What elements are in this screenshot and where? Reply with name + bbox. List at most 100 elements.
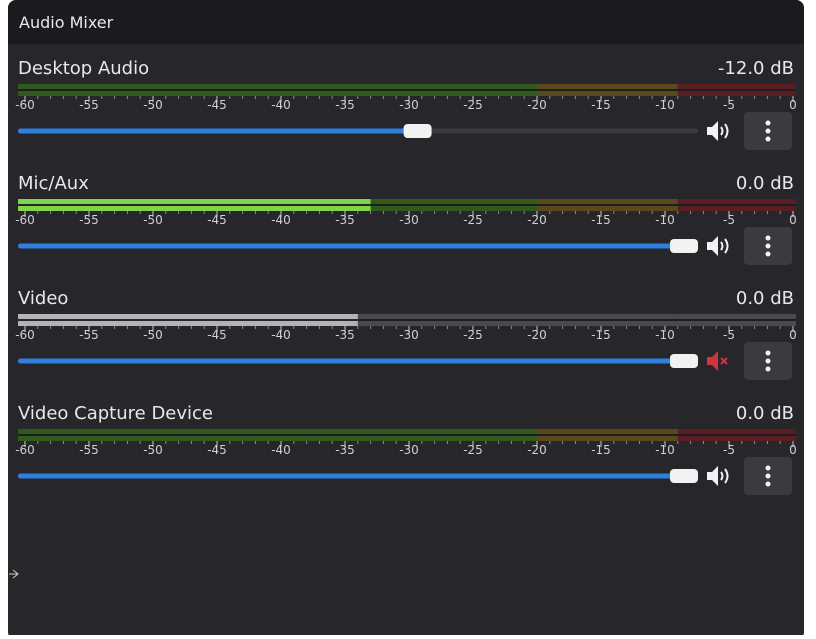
scale-label: -35 [335,213,355,227]
speaker-icon [707,121,718,141]
scale-label: -40 [271,213,291,227]
meter-zone [18,319,796,321]
scale-label: -45 [207,443,227,457]
speaker-icon [707,466,718,486]
scale-label: -25 [463,213,483,227]
scale-label: -30 [399,328,419,342]
scale-label: -50 [143,328,163,342]
volume-label: 0.0 dB [736,173,794,194]
scale-label: -25 [463,443,483,457]
scale-label: -10 [655,98,675,112]
scale-label: -45 [207,98,227,112]
scale-label: -10 [655,213,675,227]
mute-x-icon [720,357,728,365]
mute-button[interactable] [707,351,728,371]
menu-dot [765,350,771,356]
scale-label: -15 [591,98,611,112]
scale-label: -20 [527,443,547,457]
fader-handle[interactable] [403,124,432,138]
meter-zone [18,434,796,436]
scale-label: -5 [723,443,735,457]
speaker-icon [707,351,718,371]
menu-button[interactable] [744,342,792,380]
scale-label: -40 [271,328,291,342]
scale-label: -25 [463,98,483,112]
scale-label: -15 [591,443,611,457]
menu-dot [765,120,771,126]
menu-dot [765,473,771,479]
scale-label: -60 [15,443,35,457]
scale-label: -25 [463,328,483,342]
scale-label: -55 [79,328,99,342]
panel-header [8,0,804,44]
scale-label: 0 [789,98,797,112]
scale-label: -5 [723,98,735,112]
scale-label: -20 [527,328,547,342]
sound-waves-icon [720,238,729,254]
panel-title: Audio Mixer [19,13,114,32]
fader-fill [18,243,684,249]
fader-fill [18,128,418,134]
mute-button[interactable] [707,121,729,141]
scale-label: 0 [789,328,797,342]
fader-fill [18,473,684,479]
scale-label: -10 [655,328,675,342]
scale-label: -5 [723,213,735,227]
menu-button[interactable] [744,227,792,265]
scale-label: -55 [79,98,99,112]
scale-label: -50 [143,443,163,457]
volume-label: 0.0 dB [736,403,794,424]
scale-label: -35 [335,98,355,112]
channel-name: Video [18,288,68,309]
scale-label: -20 [527,213,547,227]
meter-zone [18,89,796,91]
scale-label: -45 [207,328,227,342]
speaker-icon [707,236,718,256]
scale-label: -5 [723,328,735,342]
scale-label: -35 [335,443,355,457]
sound-waves-icon [720,468,729,484]
menu-dot [765,243,771,249]
scale-label: -30 [399,213,419,227]
fader-handle[interactable] [670,239,698,253]
scale-label: -10 [655,443,675,457]
fader-handle[interactable] [670,469,698,483]
menu-dot [765,251,771,257]
scale-label: -50 [143,213,163,227]
scale-label: -20 [527,98,547,112]
meter-gap [18,319,358,321]
scale-label: -30 [399,98,419,112]
menu-button[interactable] [744,112,792,150]
scale-label: -30 [399,443,419,457]
mute-button[interactable] [707,466,729,486]
menu-dot [765,465,771,471]
scale-label: -50 [143,98,163,112]
scale-label: 0 [789,443,797,457]
scale-label: -60 [15,98,35,112]
meter-gap [18,204,371,206]
menu-dot [765,358,771,364]
meter-zone [18,204,796,206]
menu-dot [765,235,771,241]
scale-label: -15 [591,328,611,342]
sound-waves-icon [720,123,729,139]
menu-dot [765,128,771,134]
scale-label: -55 [79,443,99,457]
channel-name: Video Capture Device [18,403,213,424]
scale-label: -60 [15,213,35,227]
menu-button[interactable] [744,457,792,495]
volume-label: 0.0 dB [736,288,794,309]
fader-fill [18,358,684,364]
scale-label: -40 [271,98,291,112]
channel-name: Desktop Audio [18,58,149,79]
menu-dot [765,366,771,372]
menu-dot [765,136,771,142]
scale-label: -45 [207,213,227,227]
channel-name: Mic/Aux [18,173,89,194]
scale-label: -35 [335,328,355,342]
mute-button[interactable] [707,236,729,256]
fader-handle[interactable] [670,354,698,368]
menu-dot [765,481,771,487]
resize-cursor [9,569,19,579]
